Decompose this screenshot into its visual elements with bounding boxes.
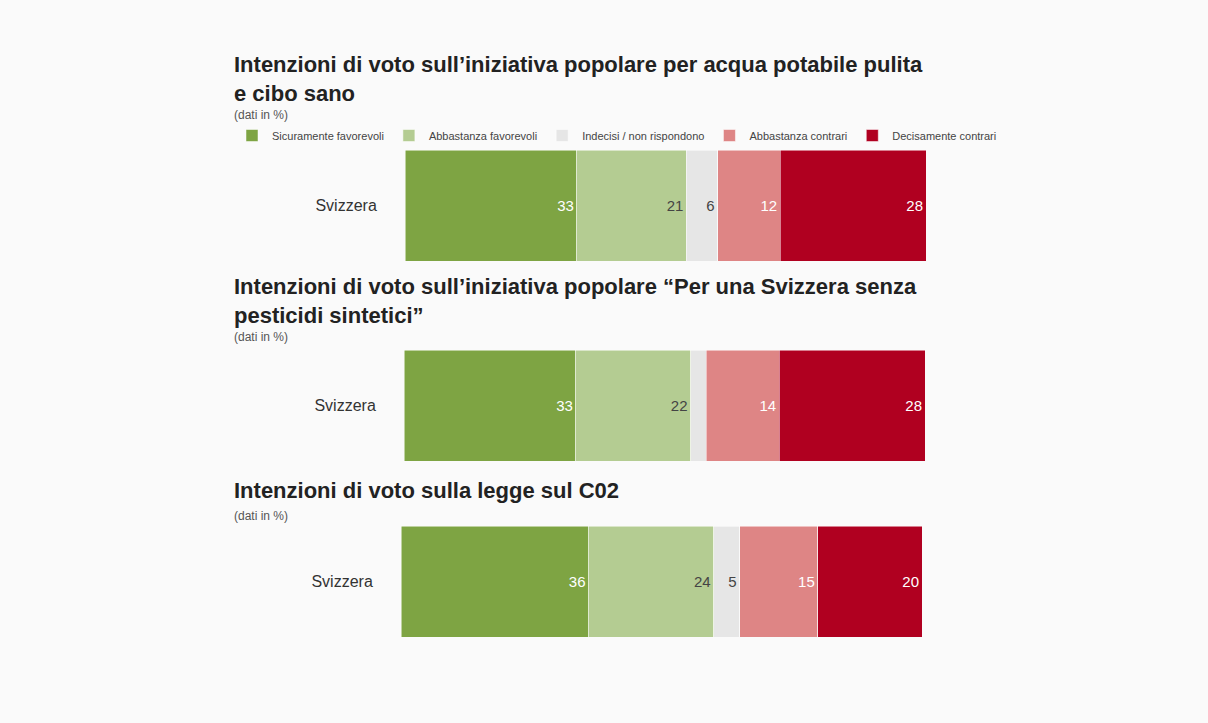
svg-text:33: 33 [556, 397, 573, 414]
svg-text:33: 33 [557, 197, 574, 214]
svg-text:Decisamente contrari: Decisamente contrari [892, 130, 996, 142]
svg-text:12: 12 [760, 197, 777, 214]
svg-text:21: 21 [667, 197, 684, 214]
svg-text:6: 6 [706, 197, 714, 214]
svg-text:Indecisi / non rispondono: Indecisi / non rispondono [582, 130, 704, 142]
svg-text:Intenzioni di voto sull’inizia: Intenzioni di voto sull’iniziativa popol… [234, 274, 917, 328]
svg-text:Svizzera: Svizzera [311, 573, 372, 590]
svg-text:14: 14 [759, 397, 776, 414]
svg-text:Svizzera: Svizzera [315, 197, 376, 214]
svg-text:Abbastanza favorevoli: Abbastanza favorevoli [429, 130, 537, 142]
svg-text:(dati in %): (dati in %) [234, 108, 288, 122]
svg-text:36: 36 [569, 573, 586, 590]
svg-text:Abbastanza contrari: Abbastanza contrari [749, 130, 847, 142]
svg-text:Svizzera: Svizzera [314, 397, 375, 414]
svg-text:(dati in %): (dati in %) [234, 509, 288, 523]
svg-text:22: 22 [671, 397, 688, 414]
svg-text:Intenzioni di voto sulla legge: Intenzioni di voto sulla legge sul C02 [234, 478, 619, 503]
svg-text:28: 28 [905, 397, 922, 414]
svg-text:28: 28 [906, 197, 923, 214]
svg-text:24: 24 [694, 573, 711, 590]
svg-text:Sicuramente favorevoli: Sicuramente favorevoli [272, 130, 384, 142]
svg-text:20: 20 [902, 573, 919, 590]
svg-text:Intenzioni di voto sull’inizia: Intenzioni di voto sull’iniziativa popol… [234, 52, 923, 106]
svg-text:15: 15 [798, 573, 815, 590]
svg-text:5: 5 [728, 573, 736, 590]
svg-text:(dati in %): (dati in %) [234, 330, 288, 344]
